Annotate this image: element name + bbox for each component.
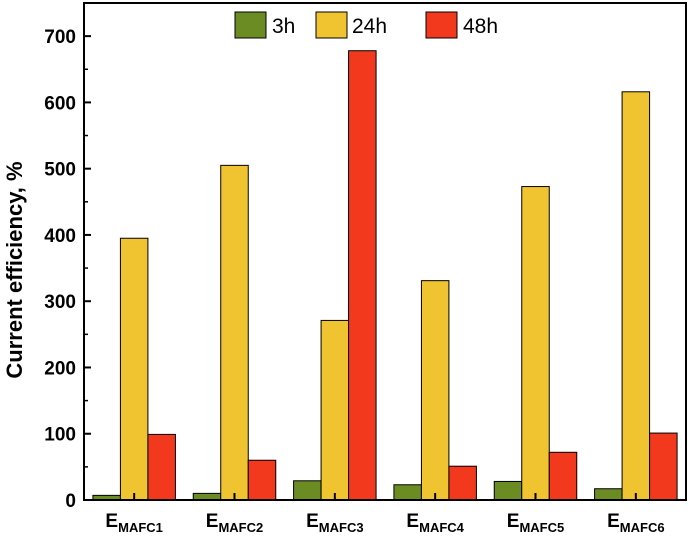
legend-swatch-3h: [234, 11, 267, 39]
y-tick-label-0: 0: [65, 491, 76, 512]
bar-3h-mafc3: [293, 480, 322, 501]
bar-48h-mafc5: [548, 451, 578, 501]
y-tick-label-500: 500: [44, 160, 76, 181]
y-tick-label-200: 200: [44, 358, 76, 379]
legend-label-48h: 48h: [463, 15, 498, 38]
y-tick-label-300: 300: [44, 292, 76, 313]
x-tick-label-mafc4: EMAFC4: [406, 511, 464, 535]
y-tick-label-400: 400: [44, 226, 76, 247]
x-tick-label-mafc3: EMAFC3: [306, 511, 363, 535]
bar-48h-mafc3: [348, 50, 377, 501]
y-tick-label-700: 700: [44, 27, 76, 48]
bar-24h-mafc5: [521, 186, 550, 501]
bar-48h-mafc2: [247, 459, 277, 501]
bar-48h-mafc1: [147, 433, 176, 501]
bars-group: [92, 50, 678, 501]
x-tick-label-mafc1: EMAFC1: [105, 511, 162, 535]
y-tick-label-600: 600: [44, 93, 76, 114]
bar-48h-mafc6: [649, 432, 678, 501]
bar-24h-mafc4: [420, 280, 450, 501]
y-tick-label-100: 100: [44, 425, 76, 446]
legend: 3h 24h 48h: [234, 11, 498, 39]
bar-48h-mafc4: [448, 465, 477, 501]
x-tick-label-mafc5: EMAFC5: [507, 511, 564, 535]
bar-24h-mafc1: [119, 237, 149, 501]
x-tick-label-mafc6: EMAFC6: [607, 511, 664, 535]
legend-label-3h: 3h: [272, 15, 295, 38]
axes-group: [83, 2, 687, 501]
plot-frame: [83, 2, 687, 501]
bar-24h-mafc2: [220, 164, 249, 501]
legend-label-24h: 24h: [352, 15, 387, 38]
bar-3h-mafc5: [493, 480, 523, 501]
x-tick-label-mafc2: EMAFC2: [206, 511, 263, 535]
legend-swatch-48h: [425, 11, 458, 39]
bar-3h-mafc6: [594, 488, 623, 501]
bar-3h-mafc4: [393, 484, 422, 501]
y-axis-label: Current efficiency, %: [2, 161, 27, 378]
bar-24h-mafc3: [320, 319, 350, 501]
y-ticks-group: 0 100 200 300 400 500 600 700: [44, 27, 91, 512]
bar-24h-mafc6: [621, 91, 651, 501]
legend-swatch-24h: [315, 11, 348, 39]
